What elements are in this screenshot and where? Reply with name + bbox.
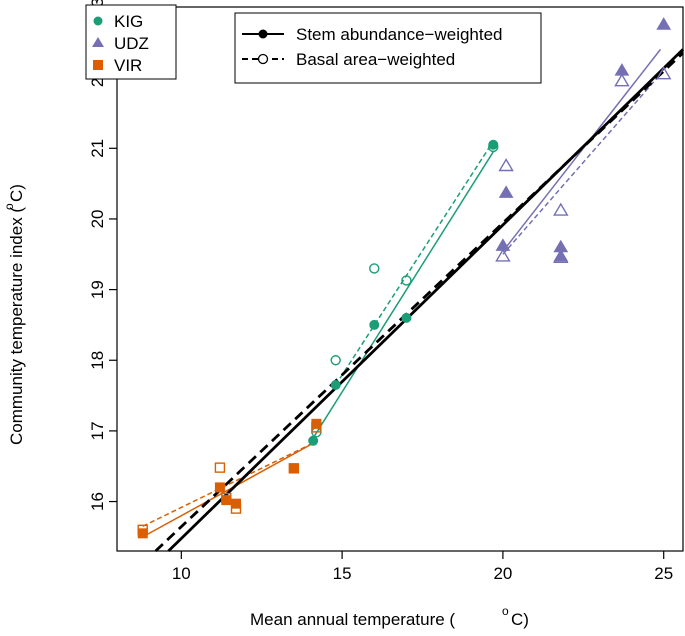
legend-vir-marker xyxy=(93,60,103,70)
point-vir-basal-3 xyxy=(230,503,242,514)
point-kig-stem-2 xyxy=(369,319,380,330)
weighting-legend: Stem abundance−weighted Basal area−weigh… xyxy=(234,12,542,84)
point-vir-stem-1 xyxy=(214,482,225,493)
y-axis-title: Community temperature index ( o C) xyxy=(2,184,26,445)
point-vir-stem-2 xyxy=(221,495,232,506)
point-kig-basal-4 xyxy=(488,141,499,153)
y-tick-label-18: 18 xyxy=(88,351,107,370)
point-udz-basal-2 xyxy=(553,202,569,216)
legend-basal-label: Basal area−weighted xyxy=(296,50,455,69)
x-tick-label-10: 10 xyxy=(172,564,191,583)
point-vir-basal-4 xyxy=(288,463,300,474)
x-axis-title-text: Mean annual temperature ( xyxy=(250,610,455,629)
plot-frame xyxy=(116,6,684,552)
point-kig-stem-3 xyxy=(401,312,412,323)
point-kig-stem-0 xyxy=(308,435,319,446)
point-vir-basal-1 xyxy=(214,462,226,473)
y-axis-title-text: Community temperature index ( xyxy=(7,207,26,445)
site-legend: KIG UDZ VIR xyxy=(85,4,177,80)
point-udz-basal-3 xyxy=(553,249,569,264)
fit-lines-layer xyxy=(142,48,684,553)
y-tick-label-16: 16 xyxy=(88,492,107,511)
fit-line-overall-stem xyxy=(167,48,684,553)
point-kig-basal-1 xyxy=(330,355,341,366)
point-udz-basal-4 xyxy=(614,73,630,87)
point-vir-basal-5 xyxy=(311,422,322,433)
legend-stem-marker xyxy=(258,29,268,39)
y-tick-label-21: 21 xyxy=(88,139,107,158)
y-axis-unit: C) xyxy=(7,184,26,202)
legend-kig-label: KIG xyxy=(114,12,143,31)
point-udz-basal-1 xyxy=(498,158,514,172)
point-vir-stem-4 xyxy=(288,463,299,474)
weighting-legend-box xyxy=(234,12,542,84)
point-udz-basal-5 xyxy=(655,66,672,80)
x-tick-label-25: 25 xyxy=(654,564,673,583)
point-kig-stem-1 xyxy=(330,379,341,390)
point-udz-stem-1 xyxy=(498,185,514,198)
fit-line-vir-stem xyxy=(142,440,317,538)
y-tick-label-20: 20 xyxy=(88,209,107,228)
point-udz-basal-0 xyxy=(495,248,511,262)
point-kig-basal-3 xyxy=(401,275,412,286)
points-layer xyxy=(137,17,672,539)
legend-vir-label: VIR xyxy=(114,56,142,75)
fit-line-overall-basal xyxy=(154,51,684,553)
x-axis-unit: C) xyxy=(511,610,529,629)
x-tick-label-15: 15 xyxy=(333,564,352,583)
fit-line-vir-basal xyxy=(142,440,317,527)
legend-udz-marker xyxy=(92,37,104,47)
fit-line-kig-stem xyxy=(312,151,494,439)
point-vir-stem-0 xyxy=(137,528,148,539)
y-tick-label-17: 17 xyxy=(88,421,107,440)
y-axis-degree: o xyxy=(2,203,16,210)
x-axis-degree: o xyxy=(502,604,509,618)
legend-kig-marker xyxy=(93,16,103,26)
point-vir-stem-5 xyxy=(311,418,322,429)
point-kig-stem-4 xyxy=(488,139,499,150)
legend-stem-label: Stem abundance−weighted xyxy=(296,25,503,44)
fit-line-kig-basal xyxy=(335,140,494,386)
point-kig-basal-2 xyxy=(369,263,380,274)
legend-udz-label: UDZ xyxy=(114,34,149,53)
point-udz-stem-5 xyxy=(656,17,672,30)
point-vir-basal-2 xyxy=(221,492,232,504)
fit-line-udz-basal xyxy=(502,73,662,255)
x-axis-title: Mean annual temperature ( o C) xyxy=(250,604,529,629)
axes-layer: 101520251617181920212223 xyxy=(88,0,673,583)
legend-basal-marker xyxy=(257,53,269,65)
y-tick-label-19: 19 xyxy=(88,280,107,299)
point-vir-basal-0 xyxy=(137,524,148,536)
x-tick-label-20: 20 xyxy=(493,564,512,583)
